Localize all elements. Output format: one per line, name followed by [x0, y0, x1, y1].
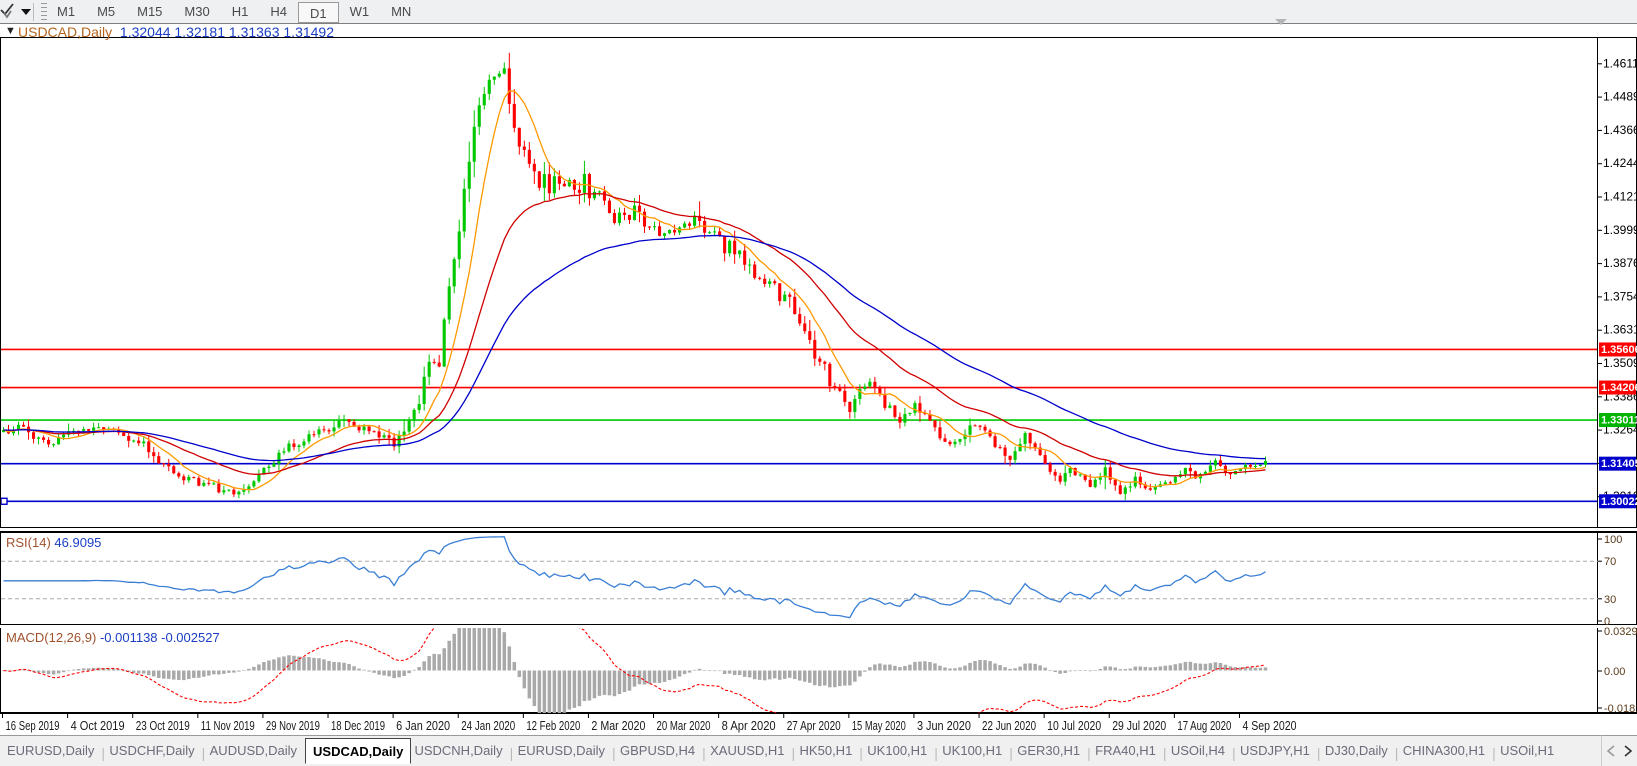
svg-text:1.30022: 1.30022 — [1601, 496, 1637, 508]
svg-text:1.31405: 1.31405 — [1601, 458, 1637, 470]
svg-text:20 Mar 2020: 20 Mar 2020 — [657, 718, 711, 733]
svg-text:8 Apr 2020: 8 Apr 2020 — [722, 718, 776, 733]
svg-text:70: 70 — [1604, 556, 1616, 568]
svg-text:1.33011: 1.33011 — [1601, 415, 1637, 427]
svg-text:29 Nov 2019: 29 Nov 2019 — [266, 718, 320, 733]
svg-text:1.39990: 1.39990 — [1603, 223, 1637, 237]
svg-text:1.44890: 1.44890 — [1603, 90, 1637, 104]
svg-text:1.37540: 1.37540 — [1603, 289, 1637, 303]
svg-text:1.43665: 1.43665 — [1603, 123, 1637, 137]
svg-text:17 Aug 2020: 17 Aug 2020 — [1177, 718, 1231, 733]
svg-text:22 Jun 2020: 22 Jun 2020 — [982, 718, 1036, 733]
svg-text:3 Jun 2020: 3 Jun 2020 — [917, 718, 971, 733]
svg-text:6 Jan 2020: 6 Jan 2020 — [396, 718, 450, 733]
svg-text:30: 30 — [1604, 594, 1616, 606]
svg-text:23 Oct 2019: 23 Oct 2019 — [136, 718, 190, 733]
svg-text:2 Mar 2020: 2 Mar 2020 — [591, 718, 645, 733]
svg-text:12 Feb 2020: 12 Feb 2020 — [526, 718, 580, 733]
svg-text:4 Oct 2019: 4 Oct 2019 — [71, 718, 125, 733]
svg-text:0.032972: 0.032972 — [1604, 626, 1637, 638]
svg-text:16 Sep 2019: 16 Sep 2019 — [6, 718, 60, 733]
svg-text:24 Jan 2020: 24 Jan 2020 — [461, 718, 515, 733]
svg-text:1.46115: 1.46115 — [1603, 56, 1637, 70]
svg-text:27 Apr 2020: 27 Apr 2020 — [787, 718, 841, 733]
svg-text:18 Dec 2019: 18 Dec 2019 — [331, 718, 385, 733]
svg-text:29 Jul 2020: 29 Jul 2020 — [1112, 718, 1166, 733]
svg-text:100: 100 — [1604, 534, 1622, 546]
svg-text:1.34206: 1.34206 — [1601, 382, 1637, 394]
svg-text:15 May 2020: 15 May 2020 — [852, 718, 906, 733]
svg-text:4 Sep 2020: 4 Sep 2020 — [1242, 718, 1296, 733]
svg-text:1.38765: 1.38765 — [1603, 256, 1637, 270]
svg-text:1.35606: 1.35606 — [1601, 344, 1637, 356]
svg-text:0.00: 0.00 — [1604, 666, 1625, 678]
svg-text:1.36315: 1.36315 — [1603, 323, 1637, 337]
svg-text:1.42440: 1.42440 — [1603, 156, 1637, 170]
svg-text:10 Jul 2020: 10 Jul 2020 — [1047, 718, 1101, 733]
svg-text:1.35090: 1.35090 — [1603, 356, 1637, 370]
svg-text:11 Nov 2019: 11 Nov 2019 — [201, 718, 255, 733]
svg-text:1.41215: 1.41215 — [1603, 190, 1637, 204]
